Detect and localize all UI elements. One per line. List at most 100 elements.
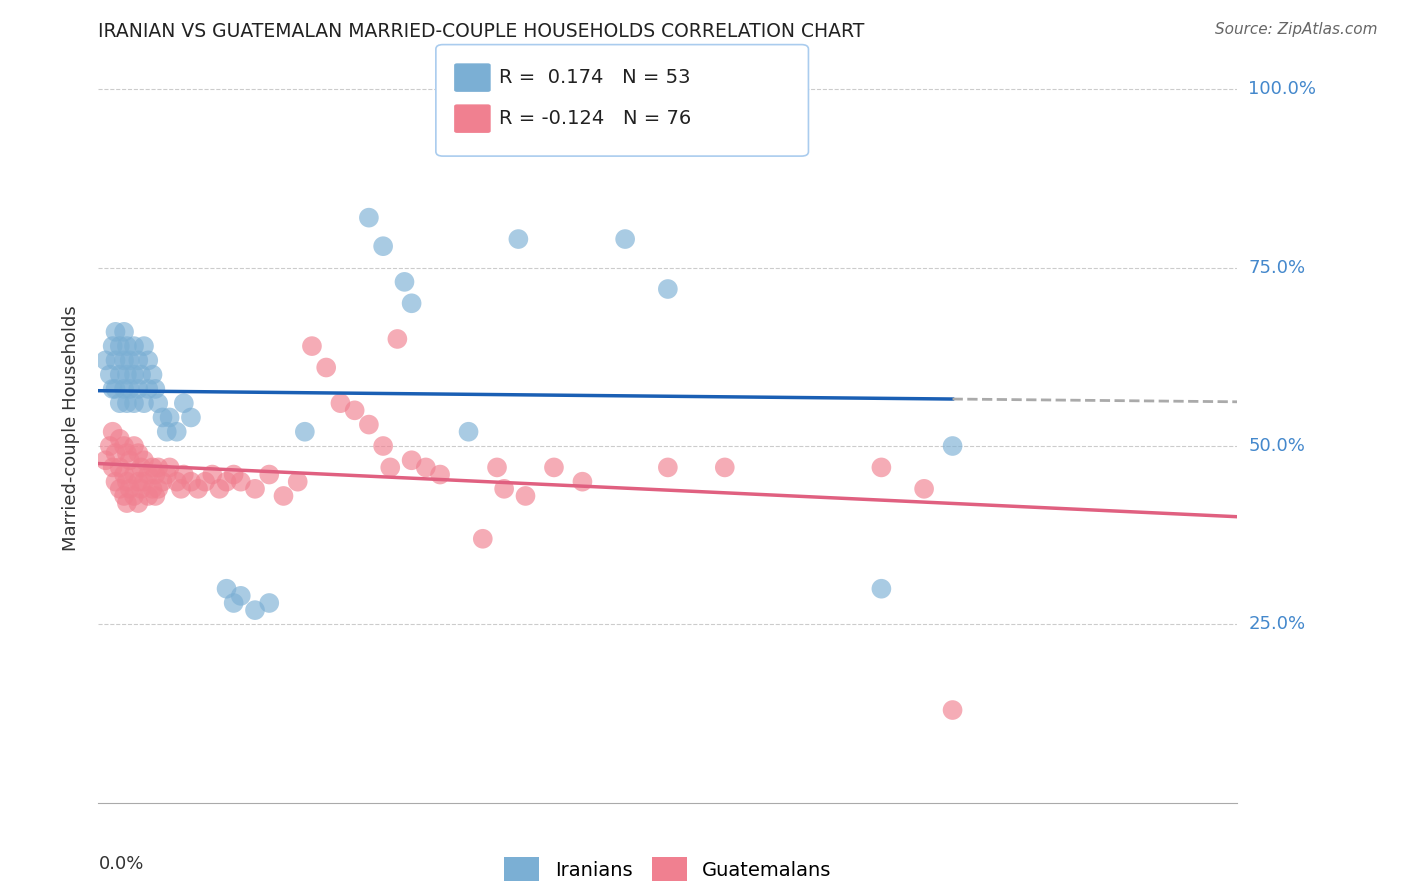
- Point: [101, 339, 124, 353]
- Point: [148, 482, 170, 496]
- Point: [166, 425, 188, 439]
- Text: Source: ZipAtlas.com: Source: ZipAtlas.com: [1215, 22, 1378, 37]
- Point: [115, 339, 138, 353]
- Point: [870, 582, 893, 596]
- Point: [112, 467, 135, 482]
- Point: [127, 496, 149, 510]
- Point: [141, 460, 163, 475]
- Point: [141, 368, 163, 382]
- Point: [132, 339, 155, 353]
- Point: [101, 382, 124, 396]
- Point: [112, 325, 135, 339]
- Point: [104, 353, 127, 368]
- Point: [127, 382, 149, 396]
- Point: [122, 489, 145, 503]
- Point: [132, 453, 155, 467]
- Point: [380, 460, 402, 475]
- Text: 25.0%: 25.0%: [1249, 615, 1306, 633]
- Point: [942, 703, 965, 717]
- Point: [112, 439, 135, 453]
- Point: [357, 417, 380, 432]
- Point: [287, 475, 309, 489]
- Point: [118, 382, 141, 396]
- Point: [429, 467, 451, 482]
- Text: 100.0%: 100.0%: [1249, 80, 1316, 98]
- Text: 50.0%: 50.0%: [1249, 437, 1305, 455]
- Point: [714, 460, 737, 475]
- Point: [166, 475, 188, 489]
- Y-axis label: Married-couple Households: Married-couple Households: [62, 305, 80, 551]
- Point: [115, 368, 138, 382]
- Point: [129, 482, 152, 496]
- Point: [122, 396, 145, 410]
- Point: [156, 425, 179, 439]
- Point: [394, 275, 416, 289]
- Point: [108, 396, 131, 410]
- Point: [98, 368, 121, 382]
- Point: [115, 396, 138, 410]
- Point: [657, 460, 679, 475]
- Point: [94, 453, 117, 467]
- Point: [273, 489, 295, 503]
- Point: [136, 382, 159, 396]
- Point: [201, 467, 224, 482]
- Point: [148, 396, 170, 410]
- Point: [243, 482, 266, 496]
- Point: [159, 460, 181, 475]
- Point: [104, 446, 127, 460]
- Text: IRANIAN VS GUATEMALAN MARRIED-COUPLE HOUSEHOLDS CORRELATION CHART: IRANIAN VS GUATEMALAN MARRIED-COUPLE HOU…: [98, 21, 865, 41]
- Point: [373, 239, 395, 253]
- Point: [94, 353, 117, 368]
- Point: [173, 467, 195, 482]
- Point: [152, 475, 174, 489]
- Point: [127, 446, 149, 460]
- Point: [870, 460, 893, 475]
- Point: [108, 460, 131, 475]
- Point: [122, 339, 145, 353]
- Point: [108, 482, 131, 496]
- Point: [259, 467, 281, 482]
- Point: [657, 282, 679, 296]
- Point: [215, 475, 238, 489]
- Point: [136, 467, 159, 482]
- Point: [132, 396, 155, 410]
- Point: [294, 425, 316, 439]
- Point: [145, 382, 167, 396]
- Point: [108, 432, 131, 446]
- Point: [180, 410, 202, 425]
- Point: [108, 368, 131, 382]
- Point: [104, 382, 127, 396]
- Text: R = -0.124   N = 76: R = -0.124 N = 76: [499, 109, 692, 128]
- Point: [494, 482, 516, 496]
- Point: [401, 296, 423, 310]
- Point: [243, 603, 266, 617]
- Point: [912, 482, 935, 496]
- Point: [222, 596, 245, 610]
- Point: [136, 489, 159, 503]
- Point: [471, 532, 494, 546]
- Point: [457, 425, 479, 439]
- Point: [315, 360, 337, 375]
- Point: [129, 460, 152, 475]
- Point: [98, 439, 121, 453]
- Point: [108, 339, 131, 353]
- Point: [115, 475, 138, 489]
- Point: [156, 467, 179, 482]
- Point: [222, 467, 245, 482]
- Point: [152, 410, 174, 425]
- Point: [104, 475, 127, 489]
- Point: [129, 368, 152, 382]
- Point: [101, 460, 124, 475]
- Point: [118, 353, 141, 368]
- Point: [122, 467, 145, 482]
- Point: [373, 439, 395, 453]
- Point: [112, 353, 135, 368]
- Legend: Iranians, Guatemalans: Iranians, Guatemalans: [496, 850, 839, 889]
- Point: [259, 596, 281, 610]
- Point: [301, 339, 323, 353]
- Point: [229, 475, 252, 489]
- Text: R =  0.174   N = 53: R = 0.174 N = 53: [499, 68, 690, 87]
- Point: [127, 353, 149, 368]
- Point: [543, 460, 565, 475]
- Point: [115, 496, 138, 510]
